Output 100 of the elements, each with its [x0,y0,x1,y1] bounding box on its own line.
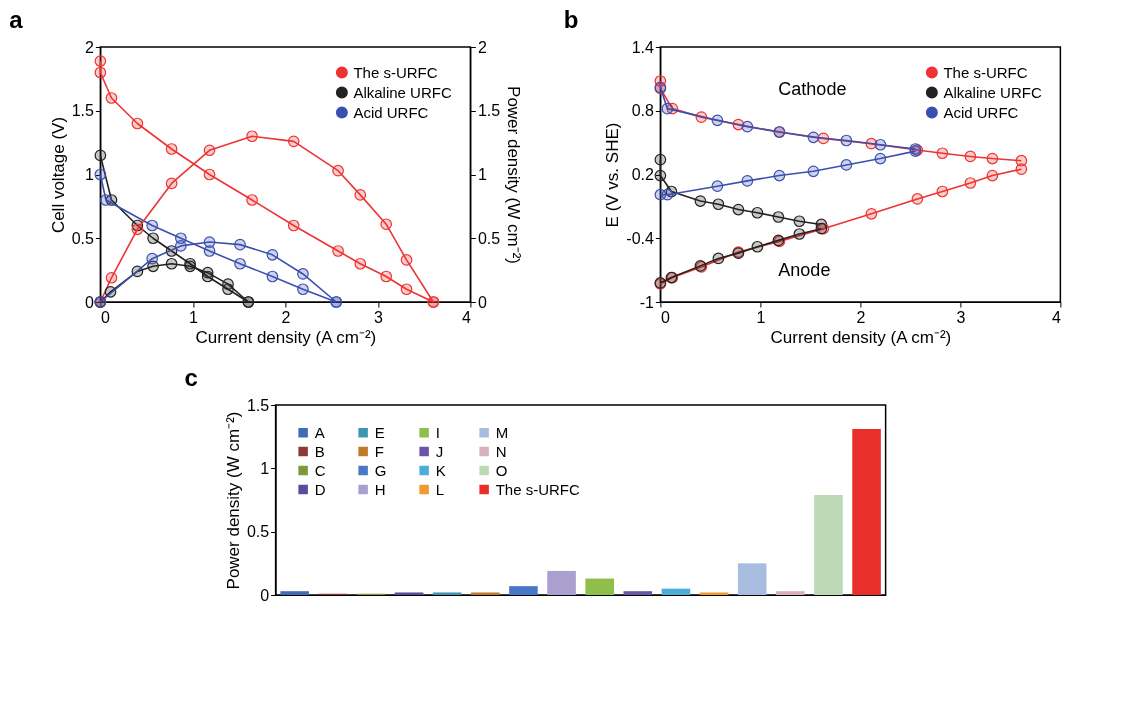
x-tick-label: 1 [188,308,198,326]
legend-label: F [374,442,384,460]
point [964,177,977,189]
point [711,180,724,193]
point [1015,163,1028,176]
y-tick-label: 0 [260,586,270,604]
annotation: Anode [778,260,831,281]
point [246,194,258,206]
legend-label: A [314,423,325,441]
y-tick-label: 0.5 [71,229,94,247]
chart-title: c [184,364,198,391]
x-tick-label: 3 [373,308,383,326]
point [840,159,853,171]
annotation: Cathode [778,79,847,100]
y2-tick-label: 0 [477,293,487,311]
point [94,55,107,67]
x-axis-title: Current density (A cm⁻²) [195,327,377,347]
y-tick-label: 1.5 [246,396,270,414]
point [165,177,178,190]
point [732,203,745,216]
y-tick-label: 0.8 [631,102,654,120]
y-tick-label: 0.5 [246,523,270,541]
legend-label: Acid URFC [943,103,1019,121]
point [865,207,878,220]
point [94,168,107,181]
point [712,198,725,211]
y2-tick-label: 1 [477,166,487,183]
legend-label: I [435,423,440,441]
point [203,168,216,181]
point [266,248,279,261]
legend-label: Alkaline URFC [353,83,452,101]
y-axis-title: E (V vs. SHE) [603,122,623,228]
point [165,257,178,270]
y-tick-label: 1.5 [71,102,94,120]
point [203,236,216,248]
point [146,219,159,232]
point [297,283,309,296]
point [175,240,187,252]
point [100,194,112,206]
y-tick-label: 1.4 [631,38,654,56]
point [751,240,764,253]
y2-tick-label: 0.5 [477,229,501,247]
point [105,92,118,104]
legend-label: The s-URFC [353,63,438,81]
point [807,131,820,144]
point [380,270,393,283]
y2-tick-label: 1.5 [477,102,501,120]
x-axis-title: Current density (A cm⁻²) [770,327,952,347]
point [234,257,246,270]
point [986,169,999,182]
point [751,206,764,219]
point [874,152,887,165]
x-tick-label: 1 [756,308,766,326]
point [380,218,393,231]
legend-label: E [374,423,385,441]
point [793,228,806,240]
point [773,169,786,182]
point [234,238,246,251]
y-tick-label: -1 [639,293,654,311]
point [94,149,107,162]
point [354,189,367,201]
y-tick-label: 2 [84,38,94,56]
chart-title: a [9,6,24,33]
point [297,268,309,280]
y-axis-title: Power density (W cm⁻²) [223,411,243,590]
point [772,211,785,223]
point [287,135,300,148]
point [741,175,754,187]
legend-label: Acid URFC [353,103,429,121]
point [147,232,159,245]
x-tick-label: 0 [660,308,670,326]
point [165,143,178,155]
y2-axis-title: Power density (W cm⁻²) [504,86,524,264]
point [874,138,887,151]
y-axis-title: Cell voltage (V) [48,116,68,234]
point [287,219,300,232]
y2-tick-label: 2 [477,38,487,56]
x-tick-label: 4 [461,308,471,326]
legend-label: J [435,442,444,460]
point [400,283,413,296]
point [354,257,367,270]
legend-label: D [314,480,326,498]
point [654,169,667,182]
legend-label: Alkaline URFC [943,83,1042,101]
legend-label: B [314,442,325,460]
point [266,270,279,283]
legend-label: The s-URFC [943,63,1028,81]
point [840,134,853,147]
x-tick-label: 2 [281,308,291,326]
point [661,102,674,115]
legend-label: C [314,461,326,479]
point [911,193,924,205]
point [203,144,216,157]
point [332,245,344,257]
point [94,66,107,79]
point [694,195,707,207]
point [105,271,118,284]
point [131,117,144,130]
point [964,150,977,163]
point [146,252,159,265]
